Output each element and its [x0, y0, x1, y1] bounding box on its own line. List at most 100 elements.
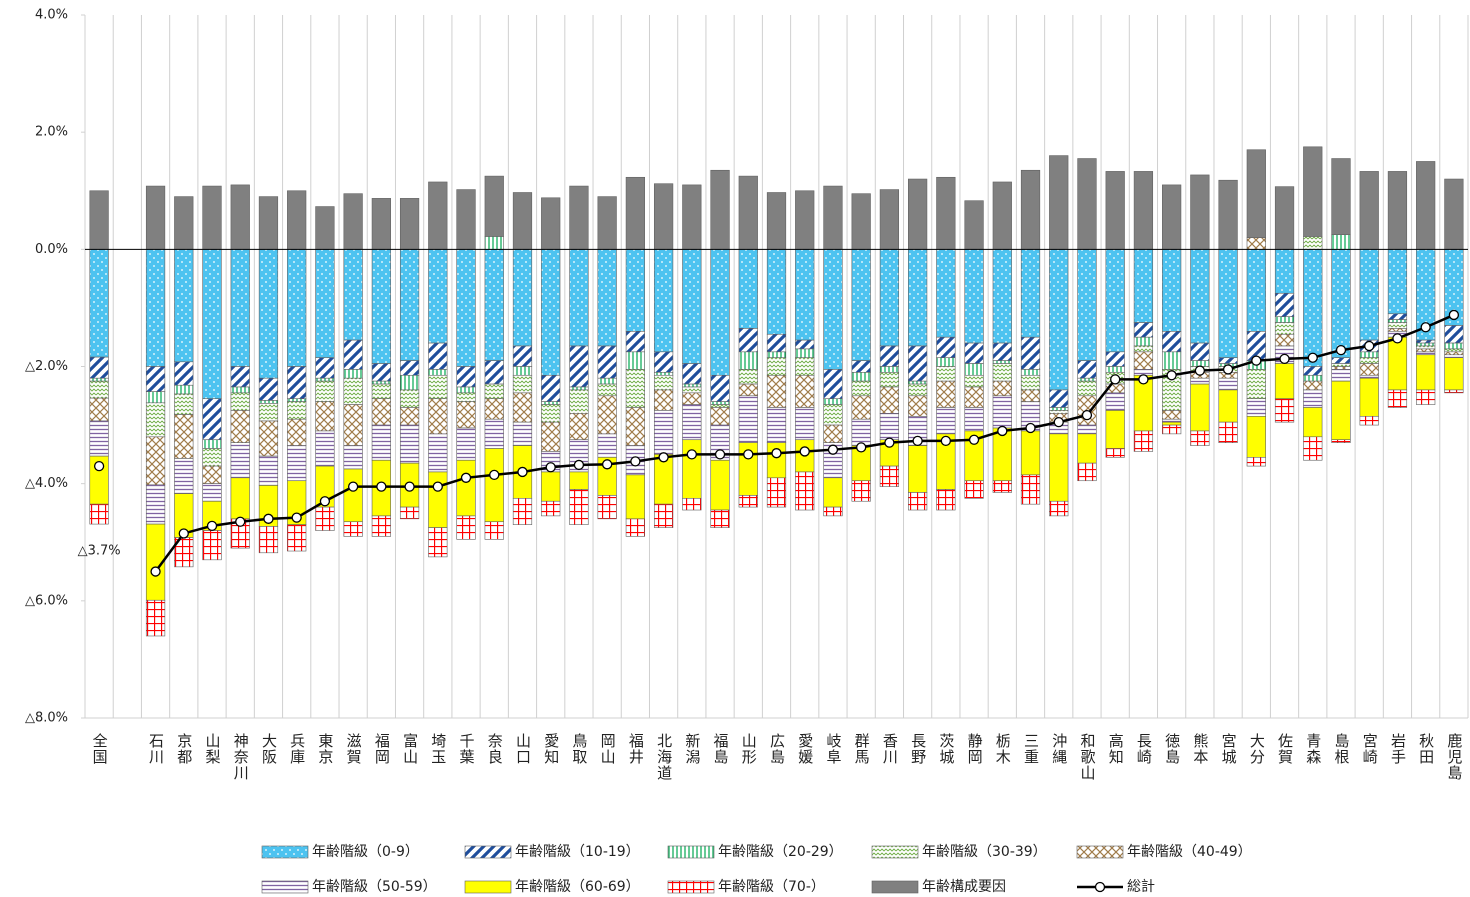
- bar-segment: [1303, 146, 1323, 237]
- x-tick-label: 愛媛: [796, 733, 814, 765]
- bar-segment: [908, 380, 928, 385]
- total-point: [1138, 374, 1149, 385]
- bar-segment: [174, 458, 194, 494]
- bar-segment: [1359, 351, 1379, 359]
- bar-segment: [653, 351, 674, 373]
- y-tick-label: △2.0%: [25, 359, 68, 374]
- bar-segment: [484, 249, 504, 361]
- bar-segment: [371, 363, 391, 382]
- bar-segment: [1444, 351, 1464, 356]
- bar-segment: [823, 369, 843, 400]
- bar-segment: [428, 369, 448, 376]
- total-point: [1053, 417, 1064, 428]
- total-point: [799, 446, 810, 457]
- bar-segment: [569, 249, 589, 347]
- bar-segment: [230, 184, 250, 250]
- bar-segment: [541, 404, 561, 423]
- x-tick-label: 愛知: [542, 733, 560, 765]
- bar-segment: [682, 363, 702, 385]
- bar-segment: [202, 448, 222, 467]
- bar-segment: [202, 465, 222, 484]
- bar-segment: [541, 249, 561, 376]
- bar-segment: [1077, 380, 1097, 397]
- bar-segment: [315, 357, 335, 379]
- bar-segment: [625, 331, 645, 353]
- bar-segment: [428, 342, 448, 370]
- total-point: [545, 462, 556, 473]
- bar-segment: [343, 445, 363, 470]
- total-point: [1335, 344, 1347, 356]
- x-tick-label: 滋賀: [345, 733, 363, 765]
- bar-segment: [1387, 249, 1408, 315]
- bar-segment: [1133, 351, 1154, 370]
- bar-segment: [851, 480, 871, 502]
- bar-segment: [682, 392, 702, 405]
- bar-segment: [428, 181, 448, 250]
- bar-segment: [992, 480, 1012, 493]
- bar-segment: [766, 477, 787, 508]
- bar-segment: [1331, 380, 1351, 441]
- bar-segment: [1359, 377, 1379, 417]
- bar-segment: [399, 389, 420, 408]
- total-point: [743, 449, 754, 460]
- bar-segment: [428, 249, 448, 344]
- bar-segment: [89, 380, 109, 399]
- bar-segment: [597, 345, 617, 379]
- x-tick-label: 和歌山: [1078, 733, 1096, 781]
- bar-segment: [992, 249, 1012, 344]
- y-tick-label: △4.0%: [25, 476, 68, 491]
- bar-segment: [625, 351, 645, 370]
- bar-segment: [1020, 336, 1041, 370]
- total-point: [1420, 322, 1431, 333]
- bar-segment: [456, 249, 476, 367]
- bar-segment: [1303, 380, 1323, 391]
- bar-segment: [230, 249, 250, 367]
- legend-label: 年齢階級（40-49）: [1127, 844, 1252, 860]
- bar-segment: [653, 183, 674, 250]
- bar-segment: [1020, 374, 1041, 391]
- total-point: [517, 466, 528, 478]
- bar-segment: [287, 418, 307, 446]
- bar-segment: [1444, 389, 1464, 394]
- bar-segment: [174, 249, 194, 363]
- legend-item: 年齢階級（10-19）: [464, 844, 640, 860]
- total-point: [630, 456, 641, 467]
- total-point: [686, 449, 697, 460]
- bar-segment: [597, 377, 617, 385]
- bar-segment: [343, 369, 363, 379]
- bar-segment: [399, 249, 420, 361]
- bar-segment: [738, 369, 758, 385]
- bar-segment: [1049, 155, 1069, 250]
- legend-item: 年齢階級（40-49）: [1076, 844, 1252, 860]
- bar-segment: [1218, 377, 1238, 391]
- total-point: [376, 481, 387, 492]
- bar-segment: [851, 193, 871, 250]
- bar-segment: [766, 357, 787, 376]
- bar-segment: [879, 189, 900, 250]
- legend-swatch: [261, 845, 309, 859]
- bar-segment: [456, 459, 476, 517]
- bar-segment: [851, 395, 871, 420]
- legend-label: 年齢階級（60-69）: [515, 879, 640, 895]
- bar-segment: [936, 380, 956, 408]
- bar-segment: [484, 448, 504, 523]
- x-tick-label: 奈良: [486, 733, 504, 765]
- legend-item: 年齢階級（60-69）: [464, 879, 640, 895]
- bar-segment: [964, 249, 984, 344]
- legend-swatch: [1076, 845, 1124, 859]
- legend-label: 年齢階級（20-29）: [718, 844, 843, 860]
- bar-segment: [964, 200, 984, 250]
- bar-segment: [738, 395, 758, 443]
- total-point: [291, 512, 302, 523]
- bar-segment: [456, 401, 476, 429]
- x-tick-label: 長野: [909, 733, 927, 765]
- total-point: [1307, 352, 1318, 363]
- bar-segment: [992, 363, 1012, 382]
- bar-segment: [851, 380, 871, 397]
- bar-segment: [653, 372, 674, 376]
- bar-segment: [964, 342, 984, 364]
- bar-segment: [625, 176, 645, 250]
- bar-segment: [879, 366, 900, 373]
- bar-segment: [879, 372, 900, 388]
